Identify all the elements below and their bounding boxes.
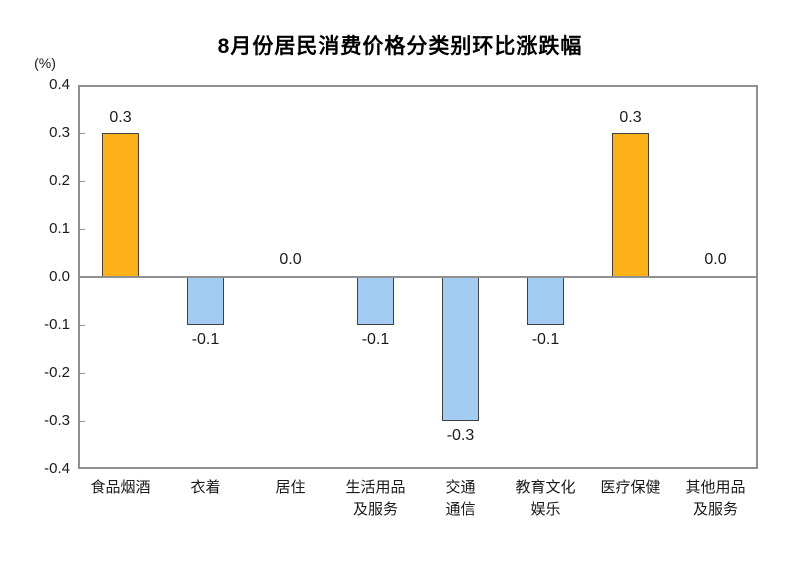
category-label: 食品烟酒 [90,479,151,496]
bar [527,277,564,325]
y-axis-unit-label: (%) [34,55,56,71]
y-tick-mark [78,325,85,326]
chart-title: 8月份居民消费价格分类别环比涨跌幅 [217,35,583,58]
y-tick-label: 0.3 [49,124,70,141]
category-label: 医疗保健 [600,479,661,496]
y-tick-label: 0.2 [49,172,70,189]
y-tick-mark [78,133,85,134]
bar-value-label: -0.1 [531,331,560,348]
y-tick-mark [78,181,85,182]
bar-value-label: -0.1 [361,331,390,348]
bar-value-label: 0.0 [279,251,302,268]
y-tick-label: -0.4 [44,460,70,477]
y-tick-label: 0.4 [49,76,70,93]
category-label: 教育文化 娱乐 [515,479,576,518]
y-tick-label: -0.3 [44,412,70,429]
y-tick-label: -0.1 [44,316,70,333]
category-label: 其他用品 及服务 [685,479,746,518]
y-tick-mark [78,229,85,230]
y-tick-label: -0.2 [44,364,70,381]
bar [357,277,394,325]
zero-baseline [78,276,758,278]
bar-value-label: -0.3 [446,427,475,444]
bar-value-label: 0.0 [704,251,727,268]
bar [612,133,649,277]
bar [442,277,479,421]
category-label: 生活用品 及服务 [345,479,406,518]
category-label: 居住 [275,479,306,496]
category-label: 交通 通信 [445,479,476,518]
bar-value-label: -0.1 [191,331,220,348]
y-tick-mark [78,373,85,374]
bar-value-label: 0.3 [109,109,132,126]
y-tick-mark [78,421,85,422]
y-tick-label: 0.0 [49,268,70,285]
bar [187,277,224,325]
bar [102,133,139,277]
bar-value-label: 0.3 [619,109,642,126]
category-label: 衣着 [190,479,221,496]
y-tick-label: 0.1 [49,220,70,237]
